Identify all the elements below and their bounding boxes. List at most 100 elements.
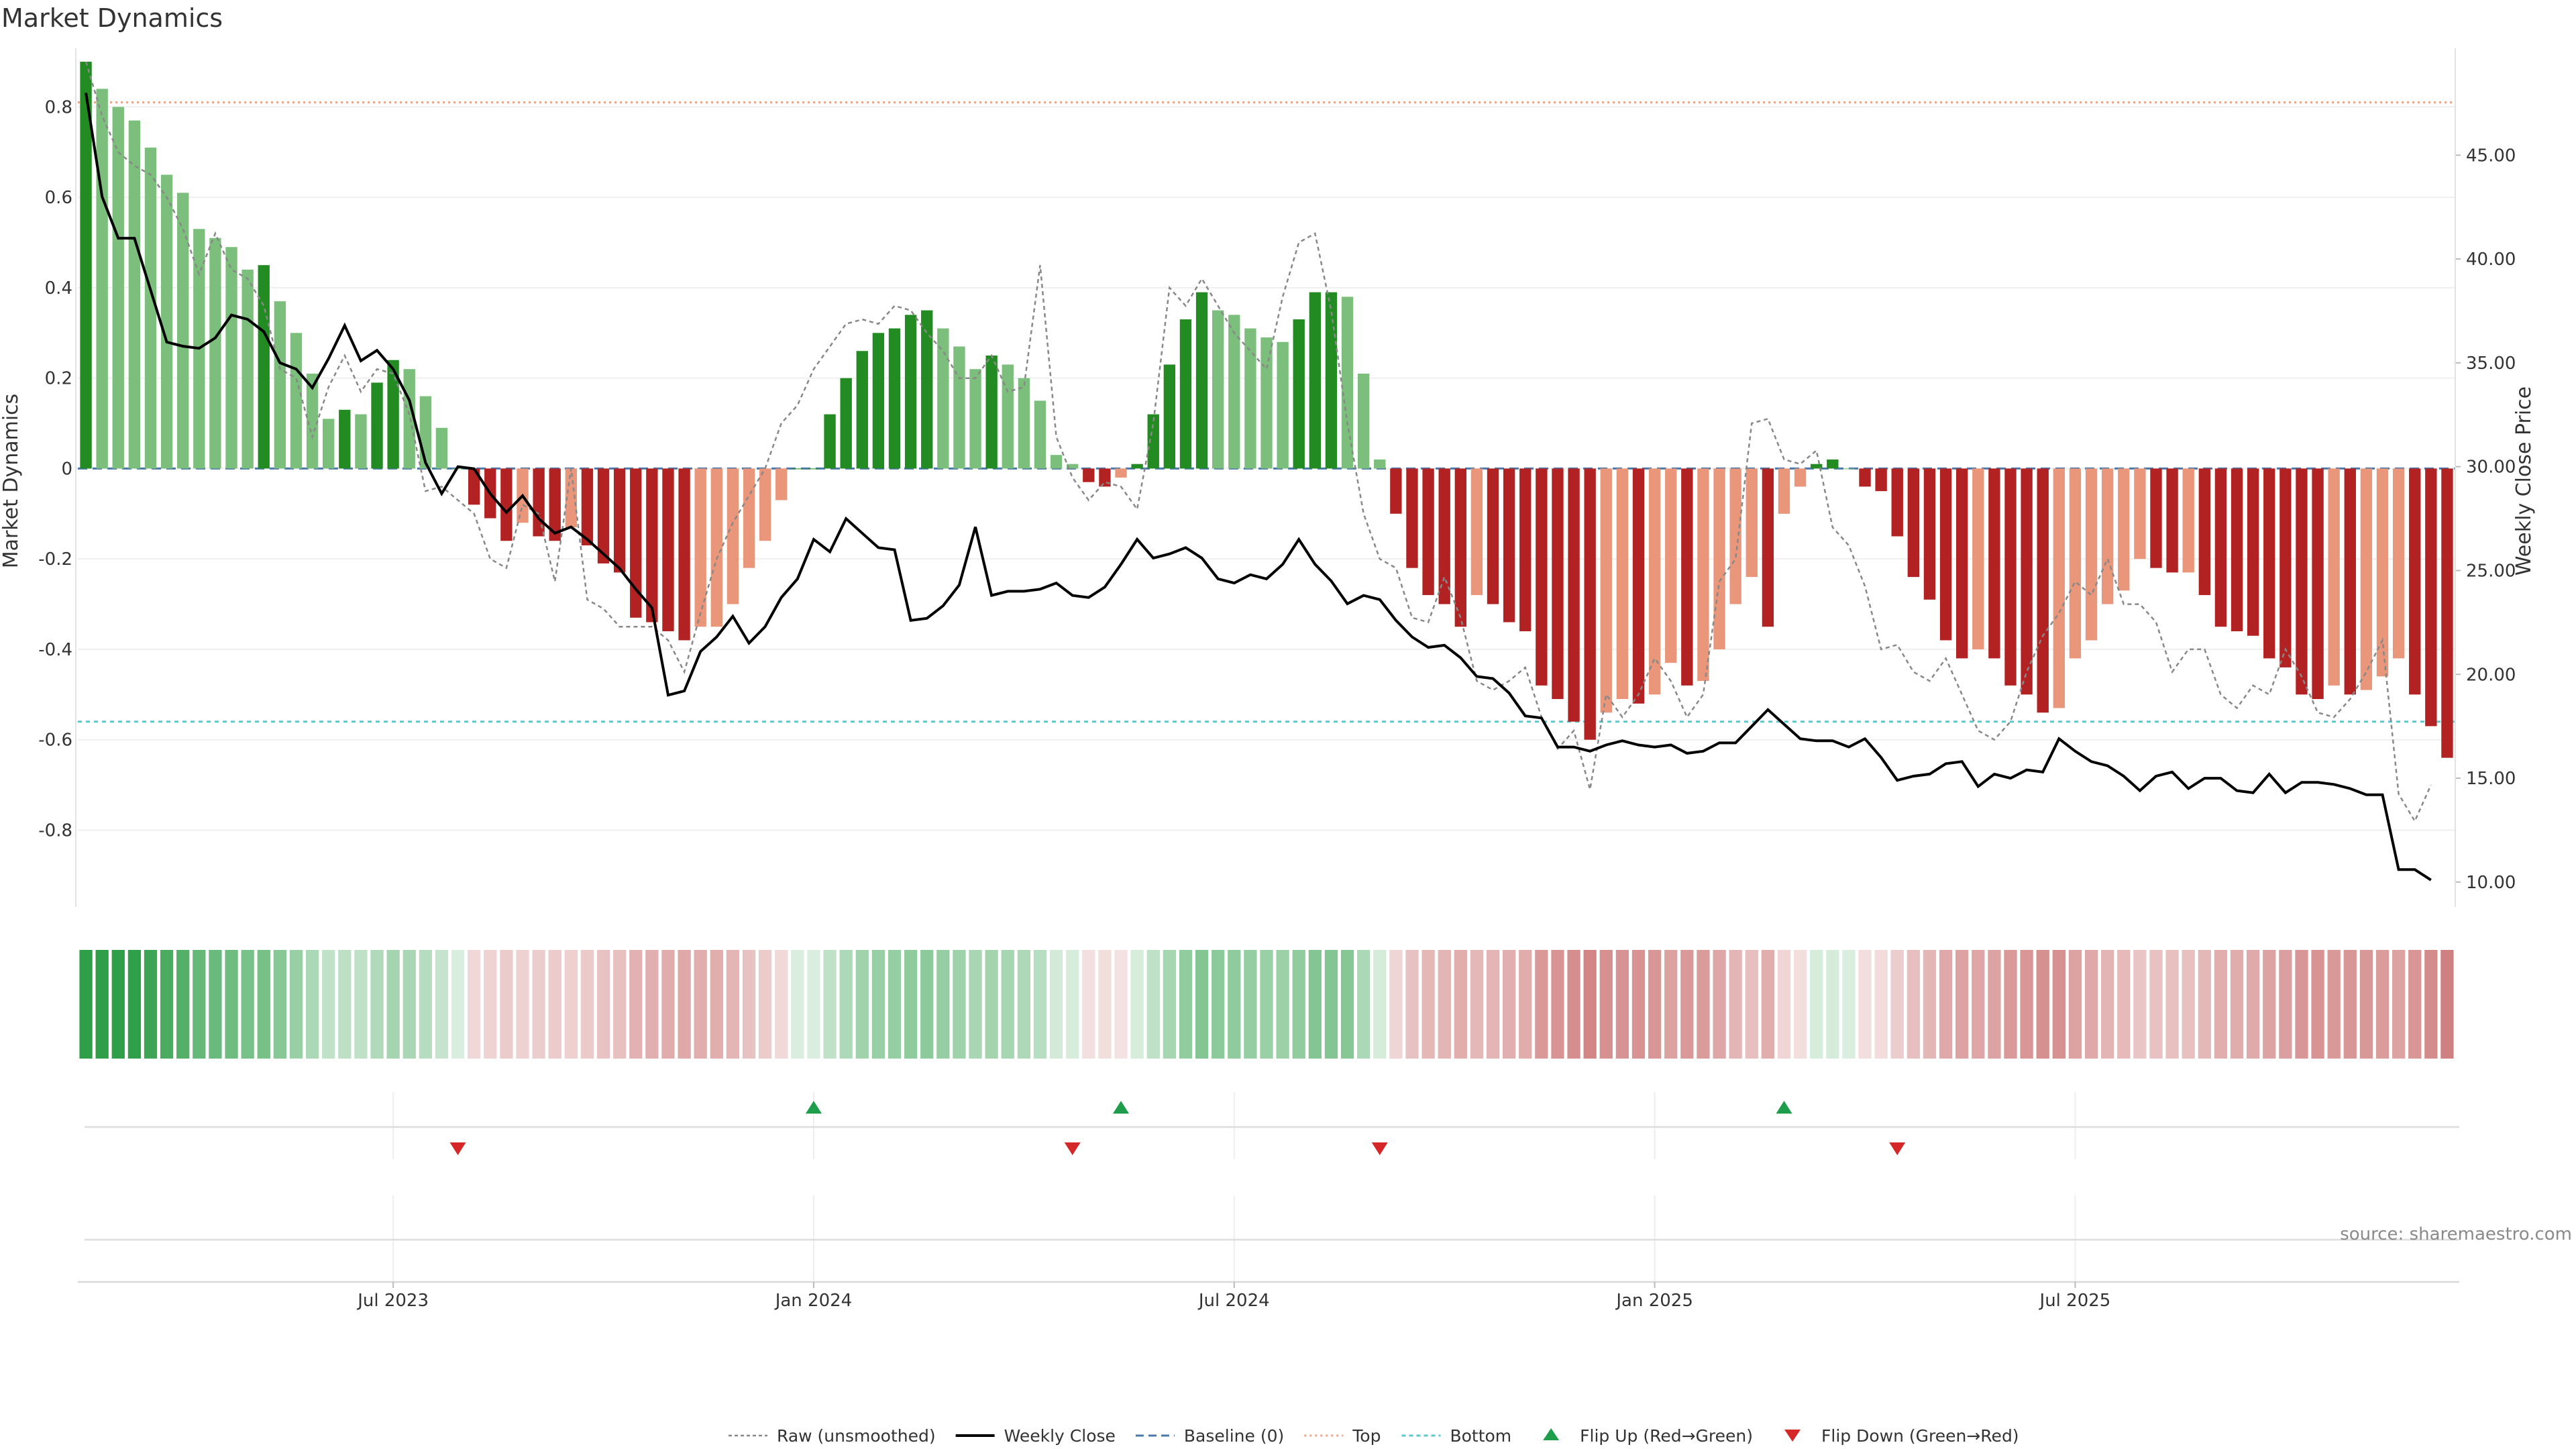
chart-title: Market Dynamics (1, 3, 223, 33)
heat-cell (2392, 950, 2406, 1059)
bar-negative (1923, 468, 1936, 600)
bar-negative (727, 468, 739, 604)
bar-negative (759, 468, 771, 541)
bar-negative (533, 468, 545, 537)
bar-positive (921, 310, 933, 469)
heat-cell (386, 950, 400, 1059)
bar-positive (225, 247, 237, 469)
heat-cell (1648, 950, 1662, 1059)
heat-cell (2198, 950, 2211, 1059)
bar-negative (646, 468, 658, 623)
heat-cell (1972, 950, 1985, 1059)
heat-cell (2230, 950, 2244, 1059)
heat-cell (953, 950, 966, 1059)
left-tick-label: 0.4 (45, 278, 72, 299)
heat-cell (241, 950, 254, 1059)
heat-cell (936, 950, 950, 1059)
heat-cell (1713, 950, 1726, 1059)
bar-negative (1503, 468, 1515, 623)
bar-negative (1422, 468, 1434, 596)
heat-cell (888, 950, 902, 1059)
bar-negative (1697, 468, 1709, 682)
heat-cell (726, 950, 740, 1059)
bar-positive (1357, 373, 1370, 469)
bar-positive (840, 378, 852, 469)
left-tick-label: -0.4 (38, 640, 72, 660)
bar-positive (1228, 315, 1240, 469)
bar-positive (904, 315, 917, 469)
flip-down-marker (1889, 1142, 1906, 1155)
bar-negative (581, 468, 594, 545)
heat-cell (95, 950, 109, 1059)
legend-label-down: Flip Down (Green→Red) (1821, 1426, 2019, 1446)
bar-negative (775, 468, 788, 500)
heat-cell (1697, 950, 1710, 1059)
flip-up-marker (1113, 1101, 1130, 1114)
heat-cell (1033, 950, 1047, 1059)
raw-line (85, 61, 2432, 823)
flip-up-marker (1776, 1101, 1792, 1114)
bar-positive (435, 427, 448, 469)
bar-negative (1487, 468, 1499, 604)
heat-cell (758, 950, 772, 1059)
heat-cell (2327, 950, 2341, 1059)
heat-cell (2440, 950, 2454, 1059)
legend: Raw (unsmoothed) Weekly Close Baseline (0)… (729, 1426, 2019, 1446)
bar-negative (1762, 468, 1774, 627)
bar-positive (1147, 414, 1159, 469)
bar-positive (258, 265, 270, 469)
heat-cell (144, 950, 158, 1059)
heat-cell (1583, 950, 1597, 1059)
heat-cell (613, 950, 627, 1059)
bar-negative (2150, 468, 2162, 568)
bar-negative (1632, 468, 1645, 704)
heat-cell (1874, 950, 1888, 1059)
bar-negative (662, 468, 674, 631)
heat-cell (2214, 950, 2228, 1059)
heat-cell (1486, 950, 1500, 1059)
bar-positive (1309, 292, 1322, 469)
left-tick-label: 0.6 (45, 188, 72, 208)
bar-positive (323, 419, 335, 469)
legend-label-base: Baseline (0) (1184, 1426, 1284, 1446)
bar-negative (1665, 468, 1677, 663)
heat-cell (532, 950, 545, 1059)
x-axis: Jul 2023 Jan 2024 Jul 2024 Jan 2025 Jul 2025 (78, 1281, 2459, 1311)
right-tick-label: 40.00 (2466, 250, 2516, 270)
bar-negative (2296, 468, 2308, 695)
heat-cell (1502, 950, 1516, 1059)
bar-negative (1584, 468, 1596, 740)
bar-positive (1244, 328, 1256, 469)
bar-positive (1260, 337, 1273, 469)
heat-cell (516, 950, 529, 1059)
bar-positive (985, 355, 998, 469)
heat-cell (1858, 950, 1872, 1059)
heat-cell (1066, 950, 1079, 1059)
bar-positive (339, 409, 351, 469)
heat-cell (1276, 950, 1289, 1059)
heat-cell (1308, 950, 1322, 1059)
bar-positive (1811, 464, 1823, 469)
heat-cell (484, 950, 497, 1059)
right-tick-label: 15.00 (2466, 769, 2516, 789)
heat-cell (1163, 950, 1176, 1059)
heat-cell (2343, 950, 2357, 1059)
heat-cell (257, 950, 270, 1059)
left-tick-label: 0.2 (45, 369, 72, 389)
bar-negative (2182, 468, 2194, 573)
bar-negative (2409, 468, 2421, 695)
heat-cell (1001, 950, 1014, 1059)
bar-negative (468, 468, 480, 505)
bar-negative (630, 468, 642, 618)
bar-positive (387, 360, 399, 469)
bar-negative (2312, 468, 2324, 700)
left-tick-label: -0.8 (38, 820, 72, 841)
heat-cell (710, 950, 723, 1059)
bar-negative (1438, 468, 1450, 604)
heat-cell (2359, 950, 2373, 1059)
x-tick-label: Jul 2023 (356, 1291, 429, 1311)
heat-cell (807, 950, 820, 1059)
bar-negative (2328, 468, 2340, 686)
heat-cell (160, 950, 174, 1059)
source-credit: source: sharemaestro.com (2340, 1224, 2572, 1244)
